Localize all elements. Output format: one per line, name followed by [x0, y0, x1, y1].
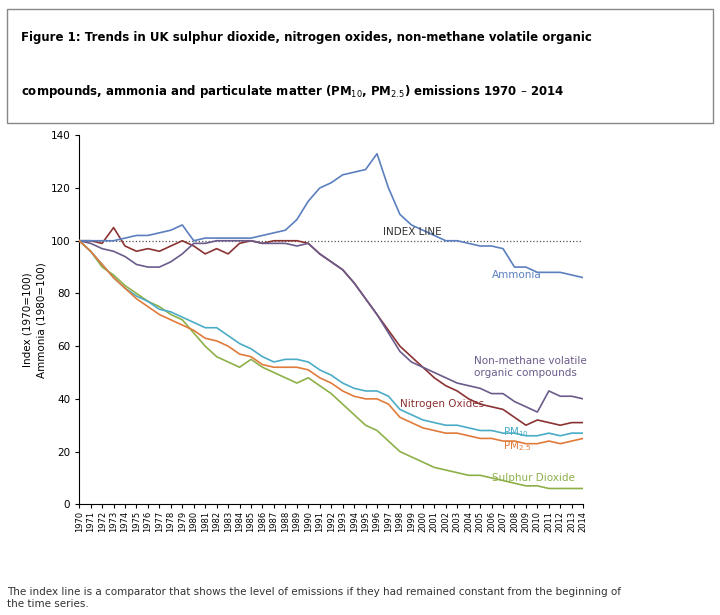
Text: PM$_{2.5}$: PM$_{2.5}$ — [503, 439, 531, 453]
Text: Ammonia: Ammonia — [492, 270, 541, 280]
Text: INDEX LINE: INDEX LINE — [383, 227, 441, 237]
Text: The index line is a comparator that shows the level of emissions if they had rem: The index line is a comparator that show… — [7, 587, 621, 609]
FancyBboxPatch shape — [7, 9, 713, 123]
Text: Non-methane volatile
organic compounds: Non-methane volatile organic compounds — [474, 357, 587, 378]
Text: compounds, ammonia and particulate matter (PM$_{10}$, PM$_{2.5}$) emissions 1970: compounds, ammonia and particulate matte… — [22, 82, 564, 100]
Text: PM$_{10}$: PM$_{10}$ — [503, 425, 529, 438]
Text: Sulphur Dioxide: Sulphur Dioxide — [492, 473, 575, 483]
Text: Nitrogen Oxides: Nitrogen Oxides — [400, 399, 484, 409]
Text: Figure 1: Trends in UK sulphur dioxide, nitrogen oxides, non-methane volatile or: Figure 1: Trends in UK sulphur dioxide, … — [22, 31, 592, 44]
Y-axis label: Index (1970=100)
Ammonia (1980=100): Index (1970=100) Ammonia (1980=100) — [22, 262, 46, 378]
